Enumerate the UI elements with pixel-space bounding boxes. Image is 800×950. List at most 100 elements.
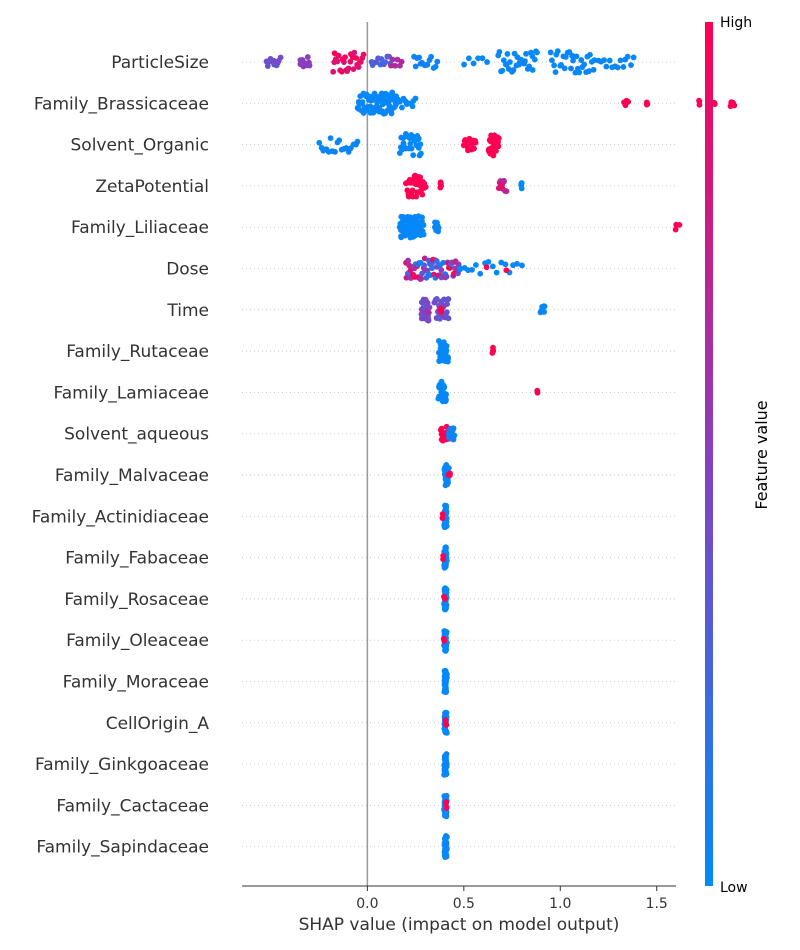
shap-point — [434, 58, 441, 65]
shap-point — [499, 67, 506, 74]
shap-point — [514, 260, 520, 267]
shap-point — [355, 64, 362, 70]
shap-point — [541, 303, 548, 310]
shap-point — [347, 58, 354, 65]
colorbar-low-label: Low — [720, 880, 748, 896]
shap-point — [389, 89, 396, 96]
colorbar-title: Feature value — [752, 400, 771, 509]
shap-point — [334, 58, 341, 65]
shap-point — [409, 187, 416, 194]
shap-point — [443, 273, 450, 280]
shap-point — [443, 628, 450, 635]
shap-point — [442, 717, 449, 724]
shap-point — [442, 563, 449, 569]
shap-point — [420, 222, 427, 228]
shap-point — [672, 226, 679, 233]
feature-label: Family_Malvaceae — [55, 466, 209, 486]
shap-point — [493, 269, 500, 276]
shap-point — [439, 515, 446, 521]
x-tick-label: 0.5 — [453, 896, 475, 912]
shap-point — [420, 231, 427, 238]
shap-point — [443, 678, 449, 685]
shap-point — [590, 66, 597, 73]
shap-point — [428, 53, 435, 60]
shap-point — [405, 257, 411, 264]
shap-point — [441, 384, 448, 391]
feature-label: Family_Liliaceae — [71, 218, 209, 238]
shap-point — [426, 304, 433, 311]
feature-label: CellOrigin_A — [106, 714, 210, 734]
shap-point — [338, 68, 345, 75]
shap-point — [573, 53, 580, 60]
shap-point — [410, 152, 417, 159]
shap-point — [489, 348, 496, 355]
shap-point — [479, 55, 486, 62]
shap-point — [445, 315, 452, 322]
feature-label: Family_Brassicaceae — [34, 94, 209, 114]
shap-point — [429, 265, 435, 272]
shap-point — [475, 55, 481, 62]
shap-point — [360, 51, 367, 58]
shap-point — [493, 148, 499, 154]
shap-point — [578, 57, 585, 63]
shap-point — [277, 54, 284, 61]
shap-point — [495, 135, 502, 142]
shap-point — [548, 57, 555, 64]
shap-point — [444, 481, 451, 488]
shap-point — [353, 55, 360, 61]
shap-point — [424, 61, 431, 68]
shap-point — [350, 66, 357, 72]
shap-point — [443, 605, 449, 612]
shap-point — [472, 139, 479, 146]
shap-point — [442, 546, 449, 553]
feature-label: Family_Rosaceae — [64, 590, 209, 610]
shap-point — [440, 552, 447, 559]
shap-point — [443, 523, 450, 529]
shap-point — [547, 49, 554, 56]
feature-label: Time — [166, 301, 209, 321]
shap-point — [407, 140, 414, 147]
x-tick-label: 1.0 — [549, 896, 571, 912]
shap-point — [392, 62, 399, 69]
shap-point — [417, 174, 424, 181]
shap-point — [485, 258, 492, 265]
shap-point — [496, 48, 503, 55]
shap-point — [443, 751, 450, 757]
shap-point — [438, 425, 445, 432]
shap-point — [503, 188, 510, 195]
shap-point — [576, 69, 583, 76]
shap-point — [419, 191, 426, 198]
shap-point — [441, 638, 448, 644]
feature-label: ParticleSize — [111, 53, 209, 73]
shap-point — [624, 53, 631, 60]
shap-point — [457, 266, 463, 273]
shap-point — [507, 59, 513, 65]
shap-point — [443, 799, 450, 806]
shap-point — [643, 101, 650, 108]
shap-point — [443, 688, 449, 694]
shap-point — [483, 264, 490, 271]
shap-point — [447, 470, 453, 477]
shap-point — [444, 834, 450, 840]
shap-point — [503, 267, 510, 274]
shap-point — [630, 54, 637, 61]
shap-point — [436, 315, 443, 322]
shap-point — [477, 270, 484, 277]
shap-point — [399, 104, 405, 111]
shap-point — [518, 180, 525, 186]
shap-point — [389, 56, 396, 63]
shap-point — [445, 354, 451, 361]
shap-point — [388, 110, 395, 117]
shap-point — [408, 145, 415, 152]
shap-point — [440, 259, 447, 266]
shap-point — [388, 62, 394, 69]
shap-point — [336, 137, 343, 144]
shap-point — [369, 97, 376, 104]
shap-point — [510, 67, 517, 73]
shap-point — [552, 69, 559, 75]
shap-point — [444, 301, 451, 307]
shap-point — [437, 180, 444, 187]
shap-point — [443, 309, 450, 316]
shap-point — [264, 63, 271, 69]
shap-point — [443, 792, 450, 799]
